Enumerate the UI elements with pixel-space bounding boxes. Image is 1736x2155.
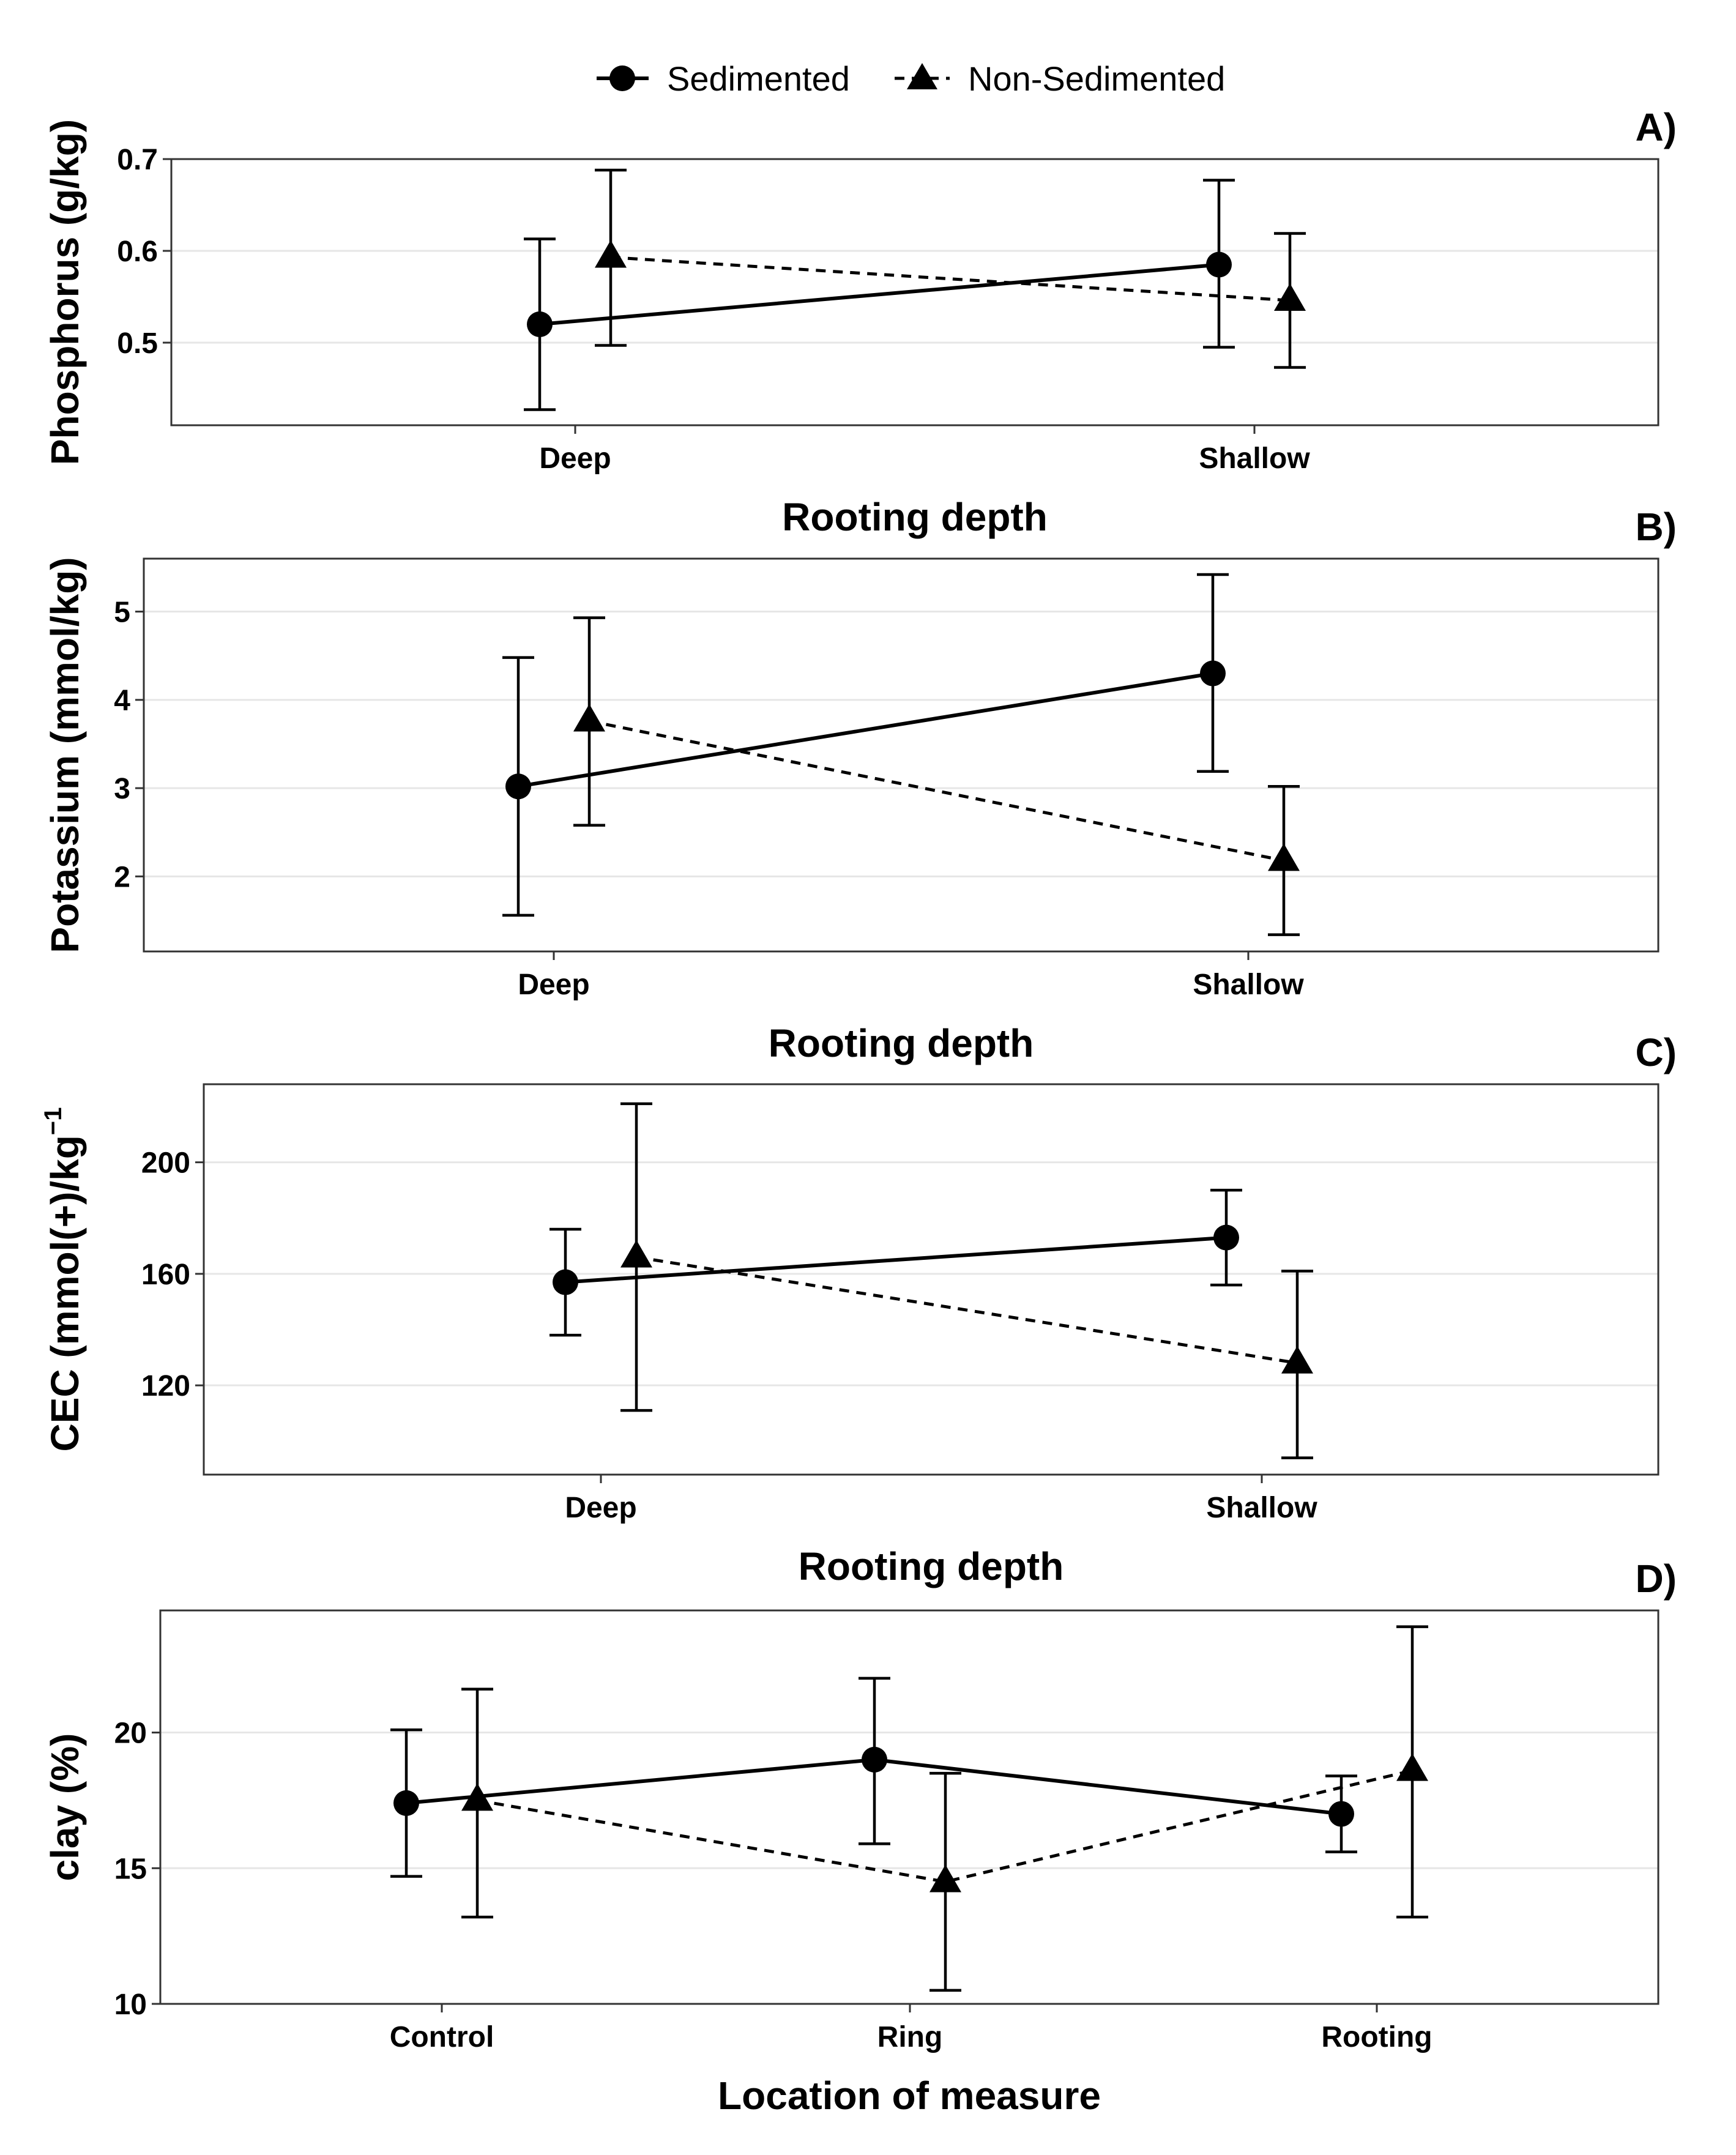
panel-c: 120 160 200 Deep Shallow Rooting depth CEC (mm… (40, 1030, 1677, 1588)
x-tick-label-shallow: Shallow (1199, 442, 1310, 475)
series-sedimented (549, 1188, 1242, 1337)
y-tick-label: 0.5 (117, 327, 158, 360)
x-tick-label-control: Control (390, 2021, 494, 2053)
series-non-sedimented (461, 1625, 1428, 1992)
series-sedimented (390, 1677, 1357, 1878)
series-line-non-sedimented (610, 256, 1291, 302)
legend-key-marker-non-sedimented (907, 63, 937, 89)
panel-label: C) (1635, 1030, 1677, 1074)
y-tick-label: 0.7 (117, 144, 158, 176)
data-point-circle (862, 1746, 887, 1773)
series-line-sedimented (539, 262, 1220, 326)
data-point-triangle (620, 1240, 652, 1268)
x-tick-label-deep: Deep (518, 969, 589, 1001)
x-tick-label-deep: Deep (539, 442, 611, 475)
x-tick-label-shallow: Shallow (1206, 1492, 1317, 1524)
y-axis-title: Potassium (mmol/kg) (43, 557, 87, 953)
data-point-circle (1206, 251, 1232, 278)
data-point-triangle (1396, 1753, 1428, 1781)
series-line-sedimented (518, 671, 1213, 789)
data-point-triangle (929, 1864, 961, 1893)
y-tick-label: 3 (114, 773, 130, 805)
y-tick-label: 15 (114, 1853, 147, 1885)
series-line-non-sedimented (636, 1256, 1298, 1365)
data-point-triangle (461, 1783, 493, 1811)
series-line-non-sedimented (589, 720, 1284, 862)
panel-b: 2 3 4 5 Deep Shallow Rooting depth Potassium (m… (43, 505, 1677, 1065)
data-point-triangle (1274, 283, 1306, 311)
data-point-circle (505, 773, 531, 800)
panel-d: 10 15 20 Control Ring Rooting Location of meas… (43, 1557, 1677, 2118)
legend-label-sedimented: Sedimented (667, 59, 850, 98)
data-point-circle (553, 1269, 578, 1295)
x-axis-title: Rooting depth (782, 495, 1048, 539)
panel-border (143, 557, 1660, 953)
x-axis-title: Rooting depth (769, 1021, 1034, 1065)
data-point-circle (527, 311, 553, 337)
data-point-triangle (595, 240, 627, 268)
y-tick-label: 20 (114, 1718, 147, 1750)
data-point-triangle (1281, 1345, 1313, 1374)
x-axis-title: Rooting depth (799, 1544, 1064, 1588)
y-tick-label: 2 (114, 861, 130, 893)
y-tick-label: 10 (114, 1989, 147, 2021)
x-axis-title: Location of measure (718, 2074, 1101, 2118)
series-sedimented (502, 573, 1229, 917)
legend-entry-non-sedimented: Non-Sedimented (895, 59, 1225, 98)
panel-label: A) (1635, 105, 1677, 149)
y-tick-label: 0.6 (117, 236, 158, 268)
x-tick-label-shallow: Shallow (1193, 969, 1304, 1001)
series-line-non-sedimented (477, 1769, 1413, 1883)
data-point-circle (393, 1790, 419, 1816)
panel-a: 0.5 0.6 0.7 Deep Shallow Rooting depth Phospho… (43, 105, 1677, 539)
panel-label: B) (1635, 505, 1677, 549)
y-tick-label: 120 (141, 1370, 190, 1402)
panel-border (170, 158, 1660, 426)
y-tick-label: 5 (114, 597, 130, 629)
series-sedimented (524, 179, 1235, 411)
panel-label: D) (1635, 1557, 1677, 1601)
x-tick-label-ring: Ring (877, 2021, 943, 2053)
y-tick-label: 200 (141, 1147, 190, 1180)
y-tick-label: 160 (141, 1259, 190, 1291)
data-point-triangle (573, 704, 605, 732)
x-tick-label-rooting: Rooting (1321, 2021, 1432, 2053)
y-axis-title: CEC (mmol(+)/kg−1 (40, 1107, 87, 1452)
panel-border (203, 1083, 1660, 1476)
series-non-sedimented (595, 168, 1306, 369)
y-axis-title: clay (%) (43, 1733, 87, 1881)
data-point-circle (1200, 660, 1226, 687)
legend-key-marker-sedimented (609, 65, 635, 91)
y-tick-label: 4 (114, 685, 130, 717)
legend-entry-sedimented: Sedimented (597, 59, 850, 98)
legend: Sedimented Non-Sedimented (597, 59, 1225, 98)
data-point-triangle (1268, 843, 1300, 871)
series-non-sedimented (620, 1102, 1313, 1459)
series-line-sedimented (565, 1235, 1227, 1284)
series-non-sedimented (573, 616, 1300, 936)
y-axis-title: Phosphorus (g/kg) (43, 119, 87, 465)
data-point-circle (1213, 1224, 1239, 1251)
data-point-circle (1328, 1801, 1354, 1827)
x-tick-label-deep: Deep (565, 1492, 636, 1524)
legend-label-non-sedimented: Non-Sedimented (968, 59, 1225, 98)
